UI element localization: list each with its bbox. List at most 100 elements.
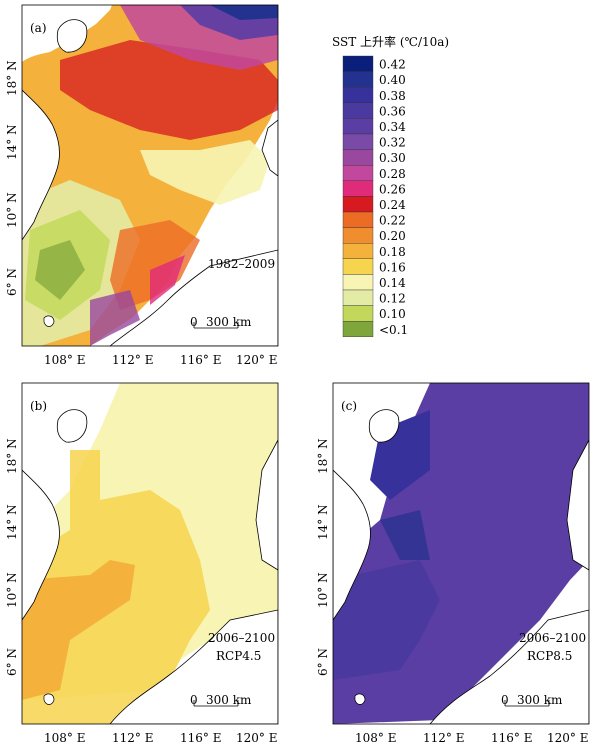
legend-swatch: [342, 133, 374, 150]
legend-label: 0.10: [379, 307, 406, 321]
x-ticks-c: 108° E 112° E 116° E 120° E: [355, 731, 588, 744]
scale-bar-b: 0 300 km: [190, 693, 252, 707]
hainan-a: [56, 19, 88, 53]
svg-text:120° E: 120° E: [236, 731, 277, 744]
panel-b-scenario: RCP4.5: [216, 649, 261, 663]
panel-b-map: [22, 383, 278, 724]
legend-label: 0.12: [379, 292, 406, 306]
borneo-c: [429, 609, 589, 724]
panel-b: (b) 2006–2100 RCP4.5 0 300 km 18° N 14° …: [5, 382, 279, 744]
panel-a-map: [22, 5, 278, 346]
vietnam-coast-b: [22, 469, 60, 621]
vietnam-coast-c: [333, 469, 371, 621]
legend-swatch: [342, 118, 374, 135]
svg-text:14° N: 14° N: [5, 504, 19, 540]
borneo-a: [109, 249, 278, 346]
philippines-a: [261, 119, 278, 177]
svg-text:10° N: 10° N: [316, 572, 330, 608]
scale-bar-c: 0 300 km: [501, 693, 563, 707]
hainan-c: [368, 409, 400, 443]
panel-c-map: [333, 383, 589, 724]
svg-text:14° N: 14° N: [316, 504, 330, 540]
svg-text:108° E: 108° E: [44, 353, 85, 367]
svg-text:18° N: 18° N: [5, 60, 19, 96]
sea-field-b-warm: [22, 560, 135, 700]
svg-text:0: 0: [190, 693, 198, 707]
legend-swatch: [342, 102, 374, 119]
legend-label: 0.34: [379, 120, 406, 134]
y-ticks-a: 18° N 14° N 10° N 6° N: [5, 60, 19, 296]
legend-label: 0.24: [379, 198, 406, 212]
panel-b-letter: (b): [30, 399, 47, 413]
svg-text:112° E: 112° E: [112, 731, 153, 744]
panel-a: (a) 1982–2009 0 300 km 18° N 14° N 10° N…: [5, 4, 279, 367]
panel-c: (c) 2006–2100 RCP8.5 0 300 km 18° N 14° …: [316, 382, 590, 744]
legend-swatch: [342, 196, 374, 213]
svg-text:6° N: 6° N: [5, 648, 19, 676]
svg-text:6° N: 6° N: [316, 648, 330, 676]
panel-c-period: 2006–2100: [519, 631, 586, 645]
svg-text:108° E: 108° E: [355, 731, 396, 744]
svg-text:120° E: 120° E: [547, 731, 588, 744]
legend-label: <0.1: [379, 323, 408, 337]
legend-label: 0.30: [379, 151, 406, 165]
x-ticks-b: 108° E 112° E 116° E 120° E: [44, 731, 277, 744]
legend-label: 0.22: [379, 214, 406, 228]
legend-label: 0.26: [379, 182, 406, 196]
svg-text:18° N: 18° N: [5, 438, 19, 474]
legend-label: 0.16: [379, 260, 406, 274]
legend-label: 0.36: [379, 104, 406, 118]
legend-swatch: [342, 71, 374, 88]
legend-swatch: [342, 227, 374, 244]
vietnam-coast-a: [22, 89, 60, 241]
legend-swatch: [342, 321, 374, 338]
sea-field-c-deep: [333, 560, 440, 680]
legend-label: 0.42: [379, 58, 406, 72]
svg-text:120° E: 120° E: [236, 353, 277, 367]
legend-swatch: [342, 258, 374, 275]
legend-label: 0.28: [379, 167, 406, 181]
svg-text:10° N: 10° N: [5, 572, 19, 608]
legend-label: 0.40: [379, 73, 406, 87]
legend-label: 0.32: [379, 136, 406, 150]
svg-text:18° N: 18° N: [316, 438, 330, 474]
svg-text:116° E: 116° E: [491, 731, 532, 744]
hainan-b: [56, 409, 88, 443]
legend-swatch: [342, 274, 374, 291]
svg-text:112° E: 112° E: [112, 353, 153, 367]
legend-swatch: [342, 305, 374, 322]
legend-swatch: [342, 211, 374, 228]
x-ticks-a: 108° E 112° E 116° E 120° E: [44, 353, 277, 367]
philippines-b: [255, 439, 278, 571]
panel-b-period: 2006–2100: [208, 631, 275, 645]
legend-swatch: [342, 164, 374, 181]
legend-swatch: [342, 86, 374, 103]
svg-text:300 km: 300 km: [206, 693, 252, 707]
svg-text:6° N: 6° N: [5, 268, 19, 296]
svg-text:300 km: 300 km: [206, 315, 252, 329]
svg-text:108° E: 108° E: [44, 731, 85, 744]
y-ticks-c: 18° N 14° N 10° N 6° N: [316, 438, 330, 676]
legend-swatch: [342, 242, 374, 259]
legend-label: 0.14: [379, 276, 406, 290]
philippines-c: [566, 439, 589, 571]
scale-bar-a: 0 300 km: [190, 315, 252, 329]
legend-label: 0.18: [379, 245, 406, 259]
svg-text:300 km: 300 km: [517, 693, 563, 707]
panel-c-scenario: RCP8.5: [527, 649, 572, 663]
svg-text:116° E: 116° E: [180, 731, 221, 744]
legend-title: SST 上升率 (℃/10a): [332, 34, 449, 49]
y-ticks-b: 18° N 14° N 10° N 6° N: [5, 438, 19, 676]
svg-text:0: 0: [190, 315, 198, 329]
panel-c-letter: (c): [341, 399, 357, 413]
legend-swatch: [342, 180, 374, 197]
panel-a-period: 1982–2009: [208, 257, 275, 271]
svg-text:112° E: 112° E: [423, 731, 464, 744]
legend-swatch: [342, 55, 374, 72]
svg-text:14° N: 14° N: [5, 124, 19, 160]
legend-swatch: [342, 289, 374, 306]
svg-text:116° E: 116° E: [180, 353, 221, 367]
legend-label: 0.38: [379, 89, 406, 103]
panel-a-letter: (a): [30, 21, 47, 35]
